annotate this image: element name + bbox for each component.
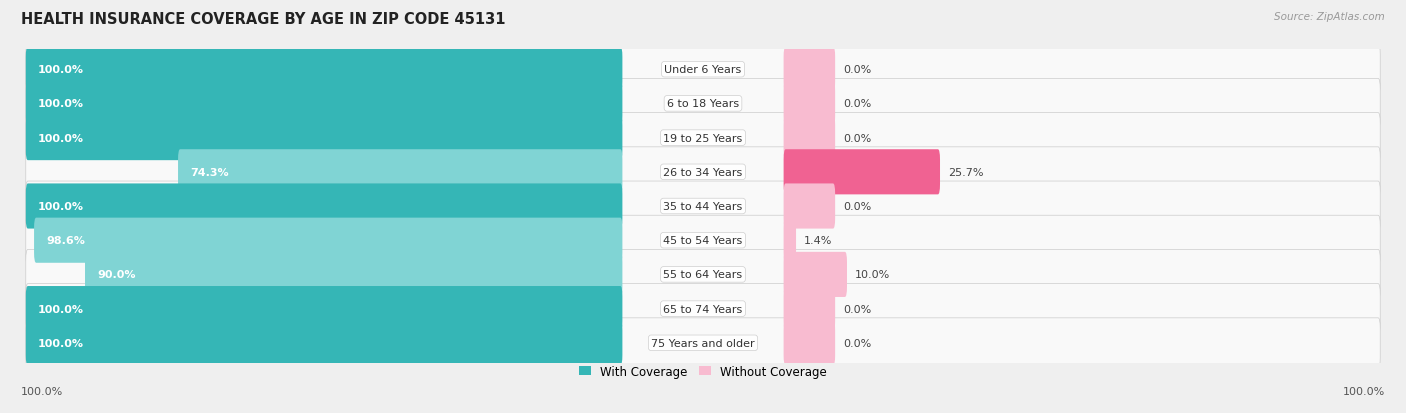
- Text: 100.0%: 100.0%: [38, 99, 84, 109]
- FancyBboxPatch shape: [783, 252, 846, 297]
- Text: Source: ZipAtlas.com: Source: ZipAtlas.com: [1274, 12, 1385, 22]
- FancyBboxPatch shape: [783, 218, 796, 263]
- FancyBboxPatch shape: [34, 218, 623, 263]
- Text: 100.0%: 100.0%: [38, 202, 84, 211]
- FancyBboxPatch shape: [25, 284, 1381, 334]
- Text: 25.7%: 25.7%: [948, 167, 984, 177]
- FancyBboxPatch shape: [25, 286, 623, 331]
- FancyBboxPatch shape: [783, 82, 835, 127]
- Text: 0.0%: 0.0%: [844, 133, 872, 143]
- Text: 0.0%: 0.0%: [844, 304, 872, 314]
- Text: 6 to 18 Years: 6 to 18 Years: [666, 99, 740, 109]
- FancyBboxPatch shape: [25, 45, 1381, 95]
- FancyBboxPatch shape: [25, 79, 1381, 129]
- FancyBboxPatch shape: [783, 286, 835, 331]
- FancyBboxPatch shape: [25, 184, 623, 229]
- Text: 0.0%: 0.0%: [844, 99, 872, 109]
- FancyBboxPatch shape: [25, 318, 1381, 368]
- FancyBboxPatch shape: [783, 116, 835, 161]
- Text: 10.0%: 10.0%: [855, 270, 890, 280]
- Text: 100.0%: 100.0%: [38, 65, 84, 75]
- FancyBboxPatch shape: [783, 150, 941, 195]
- FancyBboxPatch shape: [25, 113, 1381, 163]
- Text: 65 to 74 Years: 65 to 74 Years: [664, 304, 742, 314]
- Text: 35 to 44 Years: 35 to 44 Years: [664, 202, 742, 211]
- Text: 90.0%: 90.0%: [97, 270, 136, 280]
- Legend: With Coverage, Without Coverage: With Coverage, Without Coverage: [574, 360, 832, 383]
- FancyBboxPatch shape: [25, 320, 623, 366]
- Text: 0.0%: 0.0%: [844, 202, 872, 211]
- Text: 1.4%: 1.4%: [804, 236, 832, 246]
- Text: HEALTH INSURANCE COVERAGE BY AGE IN ZIP CODE 45131: HEALTH INSURANCE COVERAGE BY AGE IN ZIP …: [21, 12, 506, 27]
- Text: 26 to 34 Years: 26 to 34 Years: [664, 167, 742, 177]
- Text: 98.6%: 98.6%: [46, 236, 86, 246]
- FancyBboxPatch shape: [25, 182, 1381, 231]
- Text: 19 to 25 Years: 19 to 25 Years: [664, 133, 742, 143]
- FancyBboxPatch shape: [25, 82, 623, 127]
- Text: 0.0%: 0.0%: [844, 65, 872, 75]
- FancyBboxPatch shape: [783, 47, 835, 93]
- Text: 55 to 64 Years: 55 to 64 Years: [664, 270, 742, 280]
- FancyBboxPatch shape: [25, 250, 1381, 300]
- Text: 100.0%: 100.0%: [1343, 387, 1385, 396]
- FancyBboxPatch shape: [783, 184, 835, 229]
- Text: 100.0%: 100.0%: [38, 338, 84, 348]
- Text: 100.0%: 100.0%: [38, 133, 84, 143]
- FancyBboxPatch shape: [25, 47, 623, 93]
- FancyBboxPatch shape: [84, 252, 623, 297]
- Text: 100.0%: 100.0%: [21, 387, 63, 396]
- FancyBboxPatch shape: [179, 150, 623, 195]
- Text: 74.3%: 74.3%: [190, 167, 229, 177]
- Text: Under 6 Years: Under 6 Years: [665, 65, 741, 75]
- Text: 45 to 54 Years: 45 to 54 Years: [664, 236, 742, 246]
- FancyBboxPatch shape: [783, 320, 835, 366]
- FancyBboxPatch shape: [25, 116, 623, 161]
- FancyBboxPatch shape: [25, 147, 1381, 197]
- FancyBboxPatch shape: [25, 216, 1381, 266]
- Text: 0.0%: 0.0%: [844, 338, 872, 348]
- Text: 75 Years and older: 75 Years and older: [651, 338, 755, 348]
- Text: 100.0%: 100.0%: [38, 304, 84, 314]
